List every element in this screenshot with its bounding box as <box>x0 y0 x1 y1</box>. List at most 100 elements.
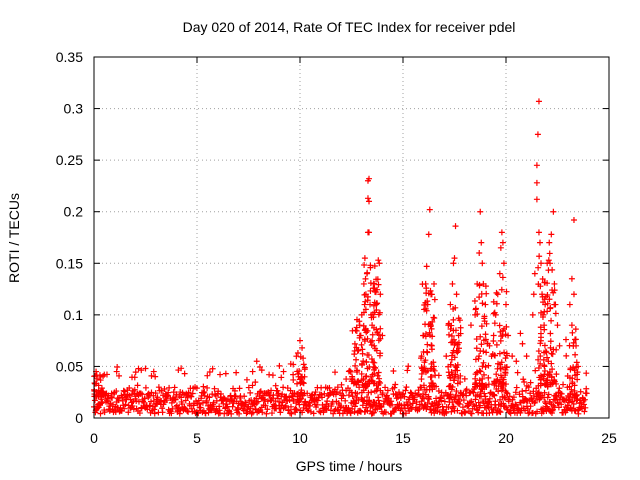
data-point <box>182 397 189 404</box>
data-point <box>178 365 185 372</box>
data-point <box>519 340 526 347</box>
data-point <box>138 367 145 374</box>
data-point <box>362 306 369 313</box>
data-point <box>362 291 369 298</box>
data-point <box>384 387 391 394</box>
data-point <box>374 276 381 283</box>
data-point <box>477 208 484 215</box>
data-point <box>529 409 536 416</box>
data-point <box>535 356 542 363</box>
data-point <box>371 342 378 349</box>
data-point <box>550 346 557 353</box>
data-point <box>496 270 503 277</box>
data-point <box>452 340 459 347</box>
data-point <box>264 398 271 405</box>
data-point <box>553 371 560 378</box>
data-point <box>497 396 504 403</box>
data-point <box>413 398 420 405</box>
data-point <box>548 231 555 238</box>
data-point <box>510 394 517 401</box>
data-point <box>572 336 579 343</box>
data-point <box>541 389 548 396</box>
data-point <box>422 280 429 287</box>
data-point <box>581 396 588 403</box>
data-point <box>490 332 497 339</box>
data-point <box>545 391 552 398</box>
data-point <box>349 373 356 380</box>
data-point <box>135 365 142 372</box>
data-point <box>322 405 329 412</box>
data-point <box>513 384 520 391</box>
data-point <box>536 239 543 246</box>
data-point <box>572 372 579 379</box>
data-point <box>486 395 493 402</box>
data-point <box>455 345 462 352</box>
data-point <box>473 336 480 343</box>
data-point <box>423 285 430 292</box>
data-point <box>373 301 380 308</box>
data-point <box>126 384 133 391</box>
data-point <box>155 384 162 391</box>
data-point <box>454 380 461 387</box>
data-point <box>476 294 483 301</box>
data-point <box>477 402 484 409</box>
data-point <box>264 406 271 413</box>
data-point <box>570 291 577 298</box>
data-point <box>454 361 461 368</box>
data-point <box>241 393 248 400</box>
data-point <box>455 315 462 322</box>
data-point <box>275 390 282 397</box>
data-point <box>142 384 149 391</box>
data-point <box>499 274 506 281</box>
data-point <box>152 390 159 397</box>
data-point <box>334 406 341 413</box>
data-point <box>420 332 427 339</box>
data-point <box>570 216 577 223</box>
data-point <box>570 364 577 371</box>
data-point <box>236 410 243 417</box>
data-point <box>512 389 519 396</box>
data-point <box>351 351 358 358</box>
data-point <box>354 367 361 374</box>
data-point <box>144 406 151 413</box>
data-point <box>209 365 216 372</box>
data-point <box>231 387 238 394</box>
data-point <box>290 376 297 383</box>
data-point <box>548 350 555 357</box>
data-point <box>169 405 176 412</box>
data-point <box>255 398 262 405</box>
data-point <box>418 353 425 360</box>
data-point <box>151 410 158 417</box>
data-point <box>449 371 456 378</box>
data-point <box>121 405 128 412</box>
data-point <box>166 384 173 391</box>
data-point <box>465 402 472 409</box>
data-point <box>256 389 263 396</box>
data-point <box>445 331 452 338</box>
data-point <box>568 275 575 282</box>
data-point <box>391 384 398 391</box>
data-point <box>455 348 462 355</box>
data-point <box>546 239 553 246</box>
data-point <box>540 375 547 382</box>
data-point <box>450 336 457 343</box>
data-point <box>476 249 483 256</box>
data-point <box>354 347 361 354</box>
data-point <box>374 372 381 379</box>
data-point <box>502 369 509 376</box>
data-point <box>358 377 365 384</box>
data-point <box>482 336 489 343</box>
data-point <box>418 370 425 377</box>
data-point <box>211 385 218 392</box>
data-point <box>364 394 371 401</box>
data-point <box>346 367 353 374</box>
data-point <box>181 370 188 377</box>
data-point <box>552 301 559 308</box>
data-point <box>474 280 481 287</box>
data-point <box>448 408 455 415</box>
data-point <box>256 408 263 415</box>
data-point <box>496 379 503 386</box>
data-point <box>120 387 127 394</box>
data-point <box>485 404 492 411</box>
data-point <box>291 390 298 397</box>
